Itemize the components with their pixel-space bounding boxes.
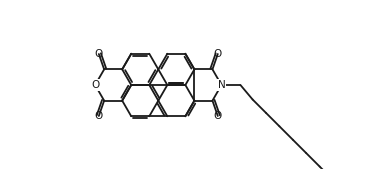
Text: N: N [218,80,225,90]
Text: O: O [213,111,222,121]
Text: O: O [213,49,222,59]
Text: O: O [95,49,103,59]
Text: O: O [95,111,103,121]
Text: O: O [91,80,99,90]
